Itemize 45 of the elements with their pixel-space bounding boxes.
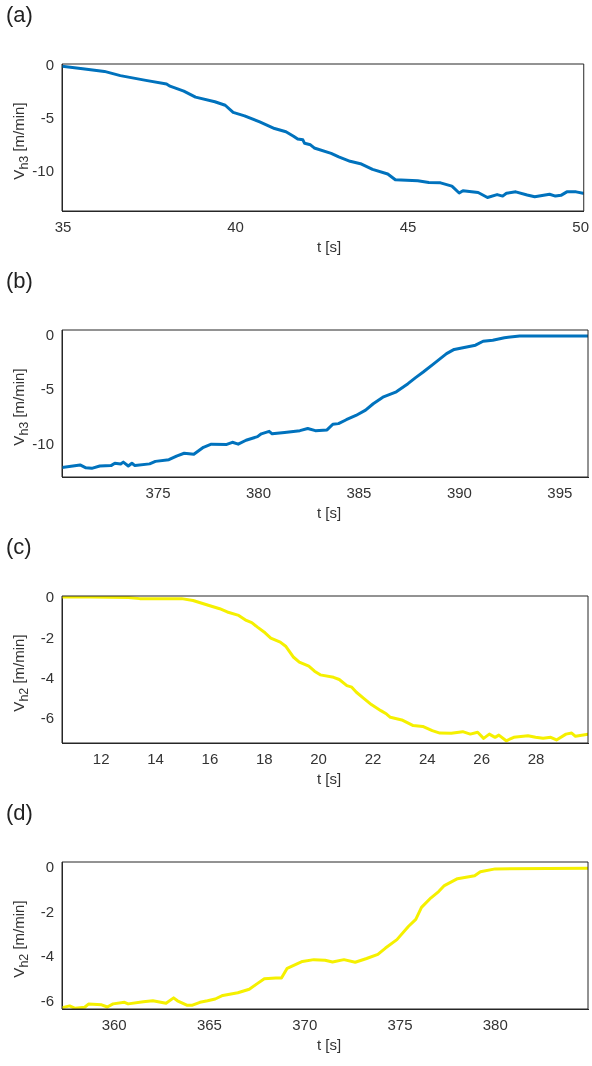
x-axis-title: t [s] [316, 238, 342, 255]
x-tick-label: 16 [201, 750, 219, 768]
x-tick-label: 360 [101, 1016, 127, 1034]
x-tick-label: 395 [547, 484, 573, 502]
x-tick-label: 375 [387, 1016, 413, 1034]
y-tick-label: -5 [40, 109, 54, 127]
y-tick-label: 0 [45, 588, 54, 606]
chart-title: (a) [6, 2, 33, 28]
x-tick-label: 26 [473, 750, 491, 768]
x-tick-label: 380 [245, 484, 272, 502]
x-axis-title: t [s] [316, 770, 342, 787]
x-tick-label: 18 [255, 750, 273, 768]
chart-title: (b) [6, 268, 33, 294]
y-tick-label: -5 [40, 380, 54, 398]
y-tick-label: -10 [32, 162, 54, 180]
y-tick-label: -2 [40, 628, 54, 646]
x-tick-label: 12 [92, 750, 110, 768]
x-tick-label: 45 [399, 218, 417, 236]
x-tick-label: 22 [364, 750, 382, 768]
x-tick-label: 375 [145, 484, 171, 502]
x-tick-label: 390 [446, 484, 472, 502]
x-tick-label: 35 [54, 218, 72, 236]
x-tick-label: 28 [527, 750, 545, 768]
y-tick-label: -10 [32, 434, 54, 452]
x-axis-title: t [s] [316, 1036, 342, 1053]
y-tick-label: -6 [40, 709, 54, 727]
x-tick-label: 380 [482, 1016, 508, 1034]
x-tick-label: 40 [227, 218, 244, 236]
y-tick-label: -4 [40, 947, 54, 965]
y-tick-label: -6 [40, 991, 54, 1009]
x-axis-title: t [s] [316, 504, 342, 521]
x-tick-label: 24 [419, 750, 436, 768]
x-tick-label: 14 [147, 750, 164, 768]
x-tick-label: 50 [572, 218, 589, 236]
x-tick-label: 365 [196, 1016, 222, 1034]
x-tick-label: 385 [346, 484, 372, 502]
y-tick-label: -2 [40, 902, 54, 920]
y-tick-label: -4 [40, 669, 54, 687]
chart-title: (d) [6, 800, 33, 826]
x-tick-label: 370 [292, 1016, 318, 1034]
y-tick-label: 0 [45, 326, 54, 344]
x-tick-label: 20 [310, 750, 327, 768]
y-tick-label: 0 [45, 858, 54, 876]
y-tick-label: 0 [45, 56, 54, 74]
chart-title: (c) [6, 534, 32, 560]
